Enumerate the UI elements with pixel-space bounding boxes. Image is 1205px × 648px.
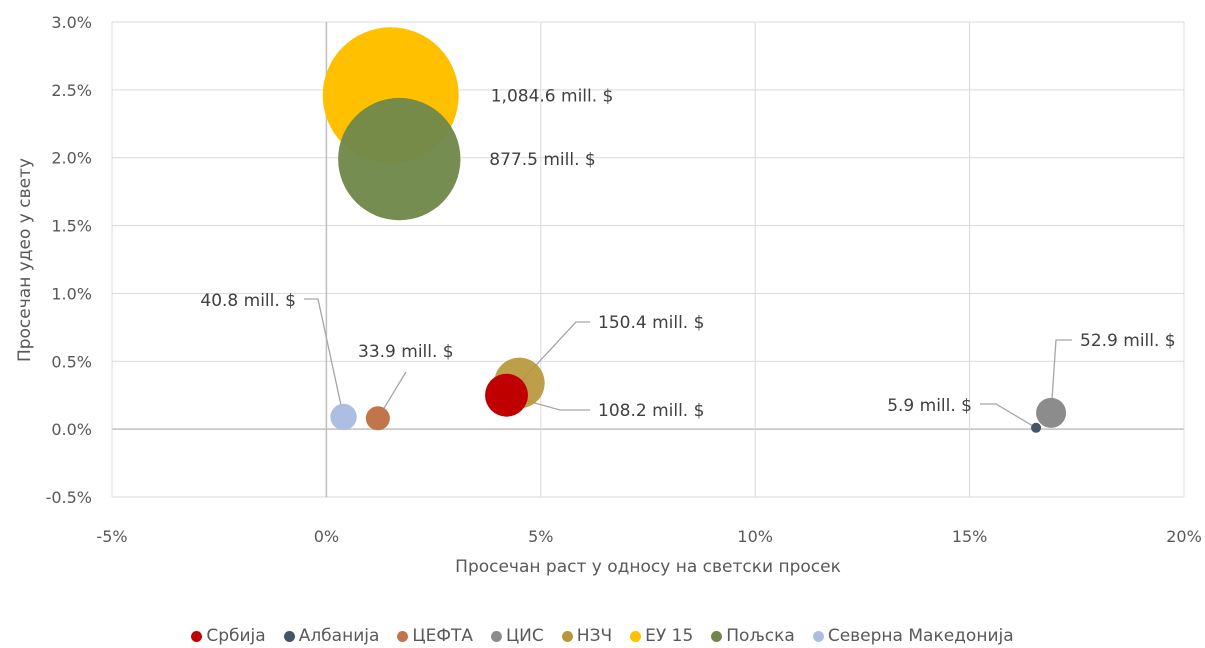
- x-tick-label: -5%: [96, 527, 127, 546]
- legend: Србија Албанија ЦЕФТА ЦИС НЗЧ ЕУ 15 Пољска Севе…: [0, 624, 1205, 648]
- legend-label: Северна Македонија: [827, 626, 1014, 646]
- legend-item: Северна Македонија: [812, 626, 1014, 646]
- y-tick-label: -0.5%: [46, 488, 92, 507]
- bubble-data-label: 40.8 mill. $: [200, 291, 296, 311]
- bubble-point: [338, 97, 461, 221]
- legend-label: Србија: [206, 626, 266, 646]
- bubble-data-label: 33.9 mill. $: [358, 342, 454, 362]
- y-tick-label: 1.5%: [51, 217, 92, 236]
- legend-swatch: [490, 630, 502, 642]
- data-labels: 108.2 mill. $ 5.9 mill. $ 33.9 mill. $ 52.9…: [200, 86, 1175, 421]
- legend-label: ЦИС: [505, 626, 544, 646]
- x-tick-label: 10%: [737, 527, 773, 546]
- y-tick-label: 0.0%: [51, 420, 92, 439]
- y-tick-label: 2.0%: [51, 149, 92, 168]
- bubble-data-label: 52.9 mill. $: [1080, 331, 1176, 351]
- legend-item: Албанија: [283, 626, 380, 646]
- bubble-data-label: 150.4 mill. $: [598, 313, 704, 333]
- legend-item: НЗЧ: [561, 626, 613, 646]
- y-tick-label: 0.5%: [51, 352, 92, 371]
- bubble-data-label: 108.2 mill. $: [598, 401, 704, 421]
- legend-swatch: [191, 630, 203, 642]
- legend-swatch: [711, 630, 723, 642]
- legend-swatch: [630, 630, 642, 642]
- legend-swatch: [283, 630, 295, 642]
- legend-swatch: [397, 630, 409, 642]
- legend-swatch: [561, 630, 573, 642]
- bubble-data-label: 1,084.6 mill. $: [491, 86, 614, 106]
- y-axis-title: Просечан удео у свету: [15, 158, 35, 362]
- y-tick-label: 1.0%: [51, 284, 92, 303]
- leader-line: [980, 403, 1037, 429]
- x-tick-label: 15%: [952, 527, 988, 546]
- bubble-point: [365, 406, 390, 431]
- legend-item: ЦИС: [490, 626, 544, 646]
- x-tick-label: 0%: [314, 527, 339, 546]
- bubble-data-label: 877.5 mill. $: [489, 150, 595, 170]
- leader-line: [1050, 339, 1072, 413]
- x-tick-label: 5%: [528, 527, 553, 546]
- x-tick-label: 20%: [1166, 527, 1202, 546]
- legend-label: Пољска: [726, 626, 795, 646]
- legend-label: НЗЧ: [576, 626, 613, 646]
- y-tick-label: 2.5%: [51, 81, 92, 100]
- bubble-point: [1036, 397, 1067, 428]
- bubble-data-label: 5.9 mill. $: [887, 396, 972, 416]
- leader-line: [304, 298, 345, 418]
- legend-swatch: [812, 630, 824, 642]
- x-axis-title: Просечан раст у односу на светски просек: [455, 557, 841, 577]
- legend-label: Албанија: [298, 626, 380, 646]
- bubble-point: [485, 373, 528, 417]
- legend-item: Србија: [191, 626, 266, 646]
- bubble-point: [330, 403, 357, 431]
- legend-label: ЦЕФТА: [412, 626, 473, 646]
- bubble-chart: -0.5% 0.0% 0.5% 1.0% 1.5% 2.0% 2.5% 3.0% -5% 0% 5%…: [15, 13, 1202, 577]
- bubbles: [322, 27, 1067, 433]
- legend-label: ЕУ 15: [645, 626, 694, 646]
- legend-item: ЦЕФТА: [397, 626, 473, 646]
- grid-lines: [111, 21, 1185, 498]
- tick-labels: -0.5% 0.0% 0.5% 1.0% 1.5% 2.0% 2.5% 3.0% -5% 0% 5%…: [46, 13, 1202, 546]
- y-tick-label: 3.0%: [51, 13, 92, 32]
- legend-item: ЕУ 15: [630, 626, 693, 646]
- legend-item: Пољска: [711, 626, 795, 646]
- bubble-point: [1031, 422, 1042, 433]
- leader-line: [518, 321, 590, 384]
